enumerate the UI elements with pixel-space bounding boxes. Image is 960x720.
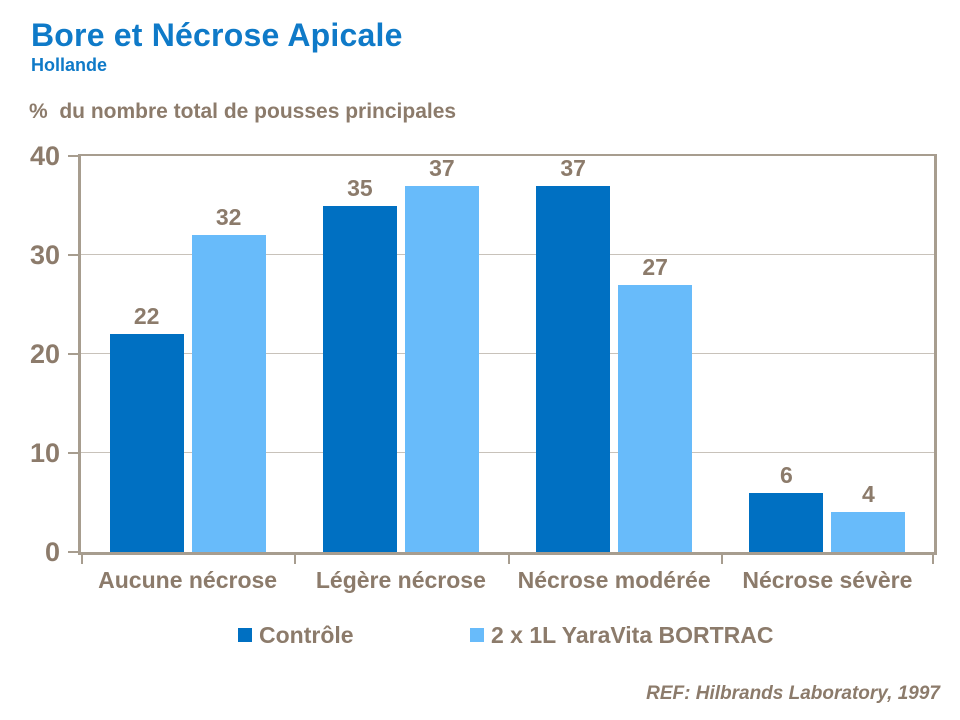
y-tick-label-20: 20: [29, 339, 60, 369]
x-category-label-1: Aucune nécrose: [98, 567, 278, 593]
legend-label: Contrôle: [259, 621, 354, 648]
bar-2-x-1l-yaravita-bortrac-3: [618, 284, 693, 552]
legend-item-2: 2 x 1L YaraVita BORTRAC: [470, 622, 774, 648]
data-label: 37: [560, 154, 586, 181]
bar-2-x-1l-yaravita-bortrac-1: [191, 235, 266, 552]
y-tick-mark-10: [68, 452, 78, 454]
legend-item-1: Contrôle: [238, 622, 354, 648]
data-label: 37: [429, 154, 455, 181]
x-tick-mark-4: [932, 555, 934, 564]
data-label: 6: [779, 461, 793, 488]
bar-contrôle-3: [536, 185, 611, 552]
y-tick-label-10: 10: [29, 438, 60, 468]
x-category-label-3: Nécrose modérée: [517, 567, 711, 593]
gridline-30: [81, 254, 934, 255]
x-tick-mark-0: [81, 555, 83, 564]
gridline-10: [81, 452, 934, 453]
reference-note: REF: Hilbrands Laboratory, 1997: [646, 683, 940, 704]
y-axis-title: % du nombre total de pousses principales: [29, 100, 457, 123]
data-label: 32: [215, 204, 242, 231]
bar-contrôle-4: [749, 492, 824, 552]
y-tick-mark-20: [68, 353, 78, 355]
x-tick-mark-3: [720, 555, 723, 564]
y-tick-mark-0: [68, 551, 78, 553]
y-tick-label-40: 40: [29, 141, 60, 171]
legend-swatch-icon: [238, 628, 252, 642]
y-tick-mark-40: [68, 155, 78, 157]
x-category-label-2: Légère nécrose: [315, 567, 486, 593]
data-label: 35: [347, 174, 373, 201]
legend-label: 2 x 1L YaraVita BORTRAC: [491, 621, 774, 648]
x-tick-mark-2: [507, 555, 510, 564]
data-label: 27: [642, 253, 668, 280]
x-category-label-4: Nécrose sévère: [742, 567, 913, 593]
bar-contrôle-2: [322, 205, 397, 552]
x-tick-mark-1: [294, 555, 297, 564]
y-tick-mark-30: [68, 254, 78, 256]
legend-swatch-icon: [470, 628, 484, 642]
plot-area: [78, 154, 937, 555]
gridline-20: [81, 353, 934, 354]
bar-2-x-1l-yaravita-bortrac-4: [831, 512, 906, 552]
chart-title: Bore et Nécrose Apicale: [31, 17, 403, 53]
data-label: 4: [861, 481, 875, 508]
y-tick-label-0: 0: [44, 537, 60, 567]
y-tick-label-30: 30: [29, 240, 60, 270]
chart-subtitle: Hollande: [31, 55, 108, 75]
data-label: 22: [133, 303, 160, 330]
bar-2-x-1l-yaravita-bortrac-2: [404, 185, 479, 552]
bar-contrôle-1: [109, 334, 184, 552]
